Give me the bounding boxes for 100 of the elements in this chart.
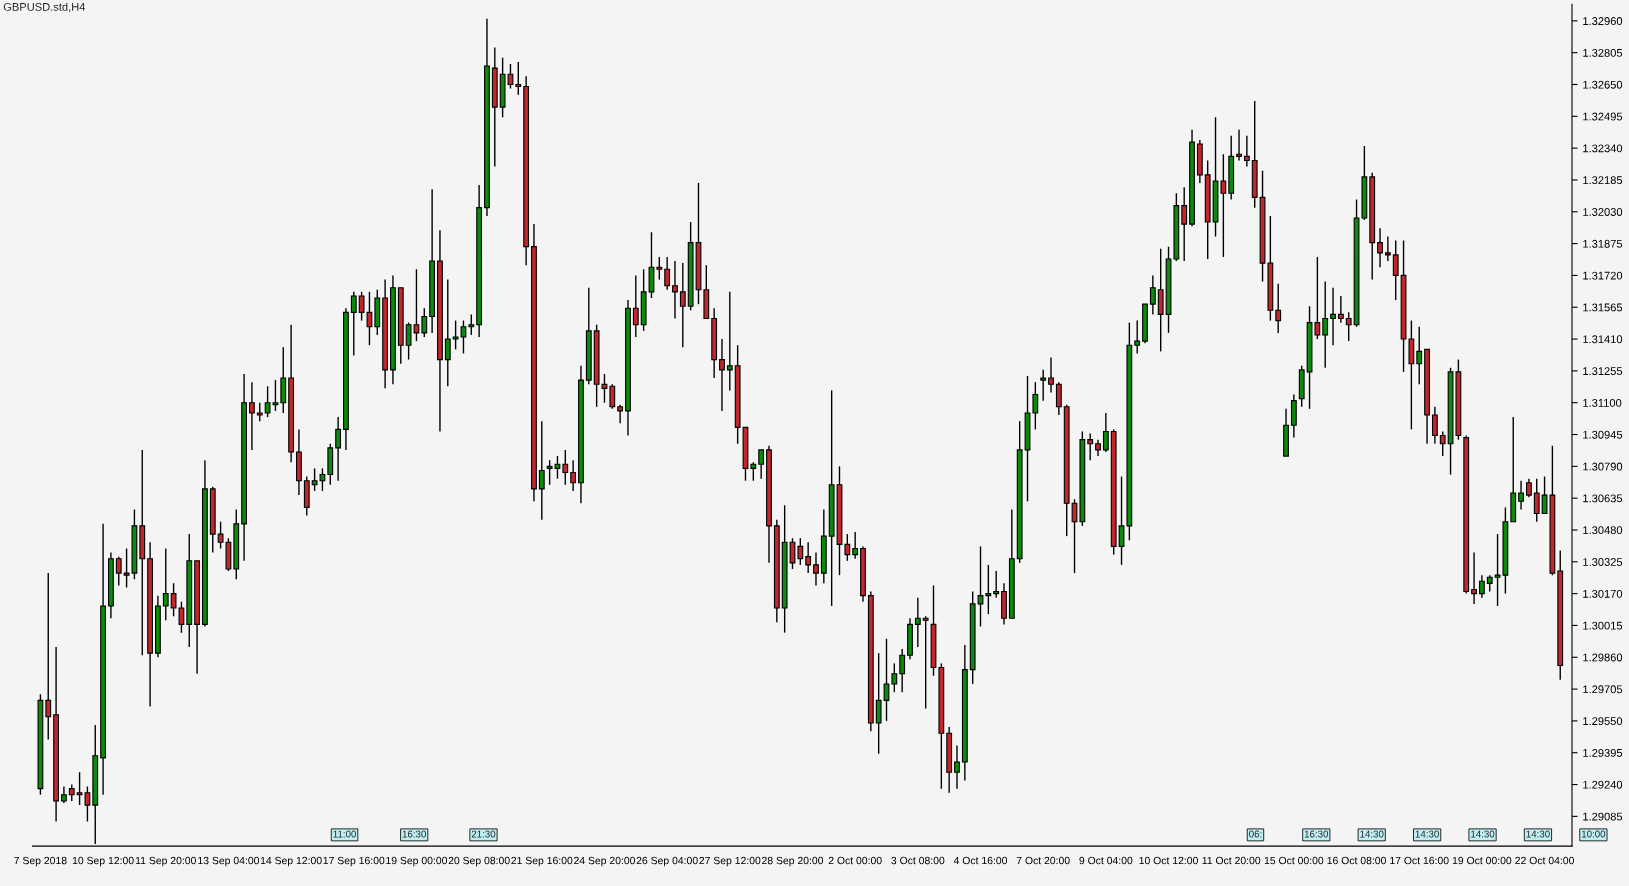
- x-tick-label: 10 Sep 12:00: [72, 856, 134, 867]
- candlestick: [1275, 282, 1282, 334]
- candlestick: [797, 537, 804, 566]
- y-tick-label: 1.29240: [1583, 780, 1623, 789]
- y-tick-label: 1.30170: [1583, 589, 1623, 598]
- y-tick-label: 1.29085: [1583, 812, 1623, 821]
- annotation: 14:30: [1360, 830, 1384, 838]
- candlestick: [632, 274, 639, 338]
- y-tick-label: 1.32340: [1583, 144, 1623, 153]
- x-tick-label: 13 Sep 04:00: [198, 856, 260, 867]
- candlestick: [922, 615, 929, 710]
- x-tick-label: 14 Sep 12:00: [260, 856, 322, 867]
- x-tick-label: 19 Oct 00:00: [1452, 856, 1512, 865]
- candlestick: [1518, 480, 1524, 511]
- x-tick-label: 26 Sep 04:00: [636, 856, 698, 867]
- candlestick: [444, 278, 451, 387]
- annotation: 14:30: [1415, 830, 1439, 838]
- candlestick: [954, 744, 960, 790]
- candlestick: [750, 461, 757, 482]
- x-tick-label: 22 Oct 04:00: [1515, 856, 1574, 865]
- candlestick: [1040, 369, 1047, 402]
- x-tick-label: 17 Oct 16:00: [1390, 856, 1449, 865]
- candlestick: [562, 449, 569, 486]
- annotation: 06:: [1249, 830, 1262, 838]
- x-tick-label: 2 Oct 00:00: [828, 856, 882, 865]
- candlestick: [515, 61, 522, 96]
- x-tick-label: 9 Oct 04:00: [1079, 856, 1133, 865]
- x-tick-label: 16 Oct 08:00: [1327, 856, 1386, 865]
- candlestick: [538, 420, 545, 521]
- candlestick: [1322, 280, 1329, 369]
- candlestick: [570, 459, 577, 492]
- candlestick: [1330, 287, 1336, 346]
- candlestick: [162, 547, 169, 622]
- candlestick: [609, 383, 616, 410]
- text: 10:00: [1581, 830, 1606, 838]
- candlestick: [45, 572, 52, 741]
- candlestick: [1134, 319, 1141, 355]
- candlestick: [844, 533, 851, 562]
- x-tick-label: 28 Sep 20:00: [762, 856, 824, 867]
- candlestick: [758, 449, 765, 480]
- x-tick-label: 11 Oct 20:00: [1202, 856, 1261, 865]
- candlestick: [899, 648, 906, 693]
- candlestick: [1478, 574, 1485, 599]
- y-tick-label: 1.31720: [1583, 271, 1623, 280]
- candlestick: [1392, 239, 1399, 301]
- x-tick-label: 20 Sep 08:00: [448, 856, 510, 867]
- candlestick: [249, 381, 255, 451]
- candlestick: [1102, 412, 1109, 453]
- annotation: 16:30: [402, 830, 426, 838]
- candlestick: [350, 291, 357, 357]
- candlestick: [719, 338, 725, 412]
- x-tick-label: 21 Sep 16:00: [511, 856, 573, 867]
- candlestick: [335, 416, 342, 482]
- x-tick-label: 15 Oct 00:00: [1264, 856, 1324, 865]
- candlestick: [1149, 274, 1156, 316]
- candlestick: [256, 402, 263, 422]
- y-tick-label: 1.30790: [1583, 462, 1623, 471]
- candlestick: [1377, 227, 1383, 268]
- candlestick: [852, 531, 859, 560]
- candlestick: [1181, 186, 1188, 262]
- candlestick: [1431, 406, 1438, 445]
- candlestick: [993, 570, 1000, 599]
- y-tick-label: 1.30945: [1583, 430, 1623, 439]
- candlestick: [1087, 432, 1094, 461]
- x-tick-label: 24 Sep 20:00: [574, 856, 636, 867]
- candlestick: [1416, 326, 1423, 385]
- y-tick-label: 1.31875: [1583, 239, 1623, 248]
- candlestick: [1243, 135, 1250, 168]
- candlestick: [664, 256, 671, 291]
- candlestick: [813, 551, 819, 587]
- candlestick: [672, 260, 678, 320]
- x-tick-label: 27 Sep 12:00: [699, 856, 761, 867]
- annotation: 14:30: [1471, 830, 1495, 838]
- y-tick-label: 1.29395: [1583, 748, 1623, 757]
- y-tick-label: 1.31255: [1583, 367, 1623, 376]
- y-tick-label: 1.30635: [1583, 494, 1623, 503]
- x-tick-label: 3 Oct 08:00: [891, 856, 945, 865]
- x-tick-label: 17 Sep 16:00: [323, 856, 385, 867]
- candlestick: [914, 597, 921, 648]
- x-tick-label: 4 Oct 16:00: [953, 856, 1008, 865]
- x-tick-label: 7 Oct 20:00: [1016, 856, 1070, 865]
- candlestick: [421, 307, 428, 338]
- x-tick-label: 10 Oct 12:00: [1139, 856, 1198, 865]
- y-tick-label: 1.32960: [1583, 17, 1623, 25]
- candlestick: [1384, 235, 1391, 262]
- y-tick-label: 1.29550: [1583, 717, 1623, 726]
- y-tick-label: 1.30325: [1583, 558, 1623, 566]
- candlestick: [679, 262, 686, 348]
- candlestick: [656, 256, 663, 281]
- annotation: 11:00: [333, 830, 356, 838]
- chart-title: GBPUSD.std,H4: [3, 2, 86, 13]
- candlestick: [1048, 356, 1054, 394]
- y-tick-label: 1.29860: [1583, 653, 1623, 662]
- y-tick-label: 1.32495: [1583, 112, 1623, 121]
- candlestick: [1525, 477, 1532, 498]
- candlestick: [805, 541, 812, 574]
- candlestick: [617, 404, 624, 424]
- candlestick: [468, 313, 475, 336]
- candlestick: [1345, 311, 1352, 342]
- y-tick-label: 1.31565: [1583, 303, 1623, 312]
